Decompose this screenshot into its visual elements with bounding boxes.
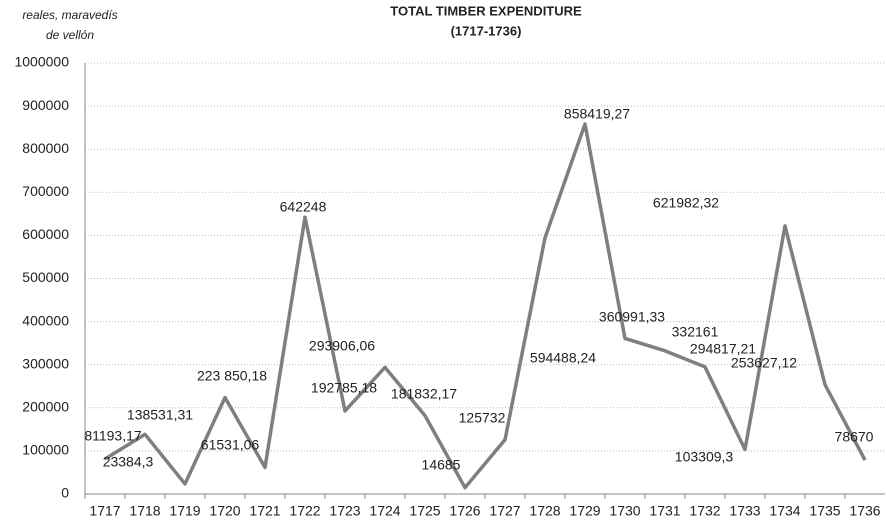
y-tick-label: 1000000: [14, 54, 69, 70]
x-tick-label: 1723: [329, 503, 360, 519]
data-label: 103309,3: [675, 449, 734, 465]
data-label: 253627,12: [731, 355, 797, 371]
data-label: 594488,24: [530, 350, 596, 366]
x-tick-label: 1732: [689, 503, 720, 519]
data-label: 293906,06: [309, 338, 375, 354]
x-tick-label: 1722: [289, 503, 320, 519]
data-label: 61531,06: [201, 437, 260, 453]
x-tick-label: 1731: [649, 503, 680, 519]
x-tick-label: 1726: [449, 503, 480, 519]
y-tick-label: 0: [61, 485, 69, 501]
y-tick-label: 700000: [22, 183, 69, 199]
y-tick-label: 100000: [22, 442, 69, 458]
x-tick-label: 1724: [369, 503, 400, 519]
data-label: 223 850,18: [197, 368, 267, 384]
y-tick-label: 800000: [22, 140, 69, 156]
y-tick-label: 200000: [22, 399, 69, 415]
y-tick-label: 400000: [22, 312, 69, 328]
data-label: 621982,32: [653, 195, 719, 211]
x-tick-label: 1733: [729, 503, 760, 519]
data-label: 23384,3: [103, 454, 154, 470]
data-label: 858419,27: [564, 106, 630, 122]
x-tick-label: 1736: [849, 503, 880, 519]
x-tick-label: 1728: [529, 503, 560, 519]
x-tick-label: 1734: [769, 503, 800, 519]
x-tick-label: 1720: [209, 503, 240, 519]
data-label: 81193,17: [84, 428, 142, 444]
y-axis-label: reales, maravedís: [22, 8, 117, 22]
data-line: [104, 122, 867, 490]
x-tick-label: 1735: [809, 503, 840, 519]
data-label: 332161: [672, 324, 719, 340]
x-tick-label: 1718: [129, 503, 160, 519]
x-tick-label: 1730: [609, 503, 640, 519]
data-label: 14685: [422, 457, 461, 473]
data-label: 642248: [280, 199, 327, 215]
y-tick-label: 600000: [22, 226, 69, 242]
chart-title: TOTAL TIMBER EXPENDITURE: [390, 3, 582, 18]
data-label: 138531,31: [127, 407, 193, 423]
data-label: 192785,18: [311, 380, 377, 396]
data-label: 181832,17: [391, 386, 457, 402]
x-tick-label: 1717: [89, 503, 120, 519]
chart-subtitle: (1717-1736): [451, 23, 522, 38]
y-tick-label: 300000: [22, 355, 69, 371]
data-label: 125732: [459, 410, 506, 426]
x-tick-label: 1721: [249, 503, 280, 519]
data-label: 78670: [835, 429, 874, 445]
y-tick-label: 500000: [22, 269, 69, 285]
data-label: 360991,33: [599, 309, 665, 325]
x-tick-label: 1719: [169, 503, 200, 519]
x-tick-label: 1727: [489, 503, 520, 519]
x-tick-label: 1725: [409, 503, 440, 519]
y-axis-label: de vellón: [46, 28, 94, 42]
x-tick-label: 1729: [569, 503, 600, 519]
y-tick-label: 900000: [22, 97, 69, 113]
data-label: 294817,21: [690, 341, 756, 357]
